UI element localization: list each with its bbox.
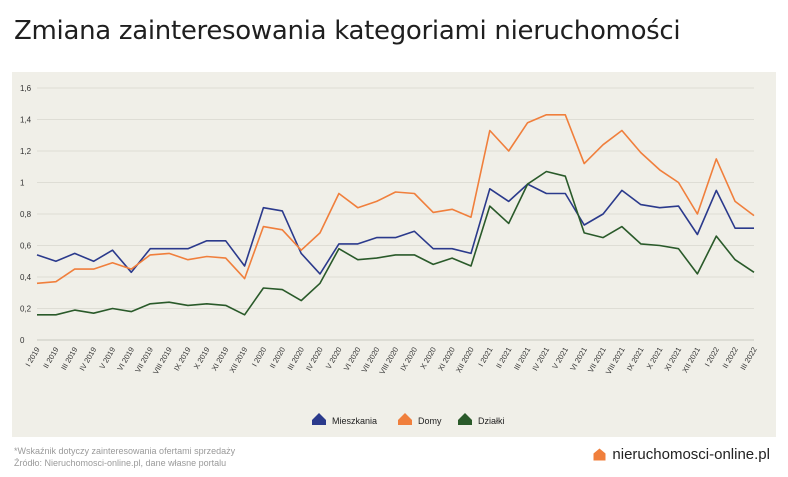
x-tick-label: III 2020 (286, 346, 306, 372)
chart-title: Zmiana zainteresowania kategoriami nieru… (14, 16, 681, 46)
x-tick-label: V 2021 (550, 346, 570, 371)
y-tick-label: 0,8 (20, 210, 32, 219)
x-tick-label: X 2021 (645, 346, 665, 371)
x-tick-label: X 2019 (192, 346, 212, 371)
source-note: Źródło: Nieruchomosci-online.pl, dane wł… (14, 458, 227, 468)
x-tick-label: I 2022 (703, 346, 721, 369)
x-tick-label: IX 2019 (172, 346, 193, 373)
brand-name: nieruchomosci-online.pl (612, 446, 770, 463)
series-line-domy (36, 114, 755, 285)
legend-label: Mieszkania (332, 416, 377, 426)
legend-icon (458, 413, 472, 425)
footnote: *Wskaźnik dotyczy zainteresowania oferta… (14, 446, 236, 456)
y-tick-label: 1,6 (20, 84, 32, 93)
series-line-działki (37, 170, 755, 316)
x-tick-label: II 2022 (721, 346, 740, 370)
x-tick-label: IV 2020 (304, 346, 325, 373)
brand-logo[interactable]: nieruchomosci-online.pl (593, 446, 770, 463)
x-tick-label: III 2019 (59, 346, 79, 372)
x-tick-label: II 2020 (268, 346, 287, 370)
x-tick-label: IX 2020 (398, 346, 419, 373)
x-tick-label: V 2020 (324, 346, 344, 371)
legend-icon (398, 413, 412, 425)
y-tick-label: 0,6 (20, 242, 32, 251)
x-tick-label: I 2021 (476, 346, 494, 369)
y-tick-label: 0,4 (20, 273, 32, 282)
legend-label: Domy (418, 416, 442, 426)
series-line-mieszkania (36, 183, 754, 275)
y-tick-label: 0,2 (20, 305, 32, 314)
x-tick-label: IX 2021 (625, 346, 646, 373)
y-tick-label: 0 (20, 336, 25, 345)
x-tick-label: II 2019 (41, 346, 60, 370)
x-tick-label: XII 2020 (454, 346, 476, 375)
x-tick-label: II 2021 (494, 346, 513, 370)
x-tick-label: XII 2019 (228, 346, 250, 375)
house-icon (593, 448, 606, 461)
y-tick-label: 1,4 (20, 116, 32, 125)
y-tick-label: 1 (20, 179, 25, 188)
x-tick-label: I 2020 (250, 346, 268, 369)
legend-label: Działki (478, 416, 505, 426)
x-tick-label: IV 2021 (530, 346, 551, 373)
x-tick-label: X 2020 (418, 346, 438, 371)
x-tick-label: III 2021 (512, 346, 532, 372)
x-tick-label: IV 2019 (78, 346, 99, 373)
x-tick-label: XII 2021 (680, 346, 702, 375)
legend-icon (312, 413, 326, 425)
y-tick-label: 1,2 (20, 147, 32, 156)
x-tick-label: V 2019 (98, 346, 118, 371)
x-tick-label: III 2022 (738, 346, 758, 372)
x-tick-label: I 2019 (24, 346, 42, 369)
